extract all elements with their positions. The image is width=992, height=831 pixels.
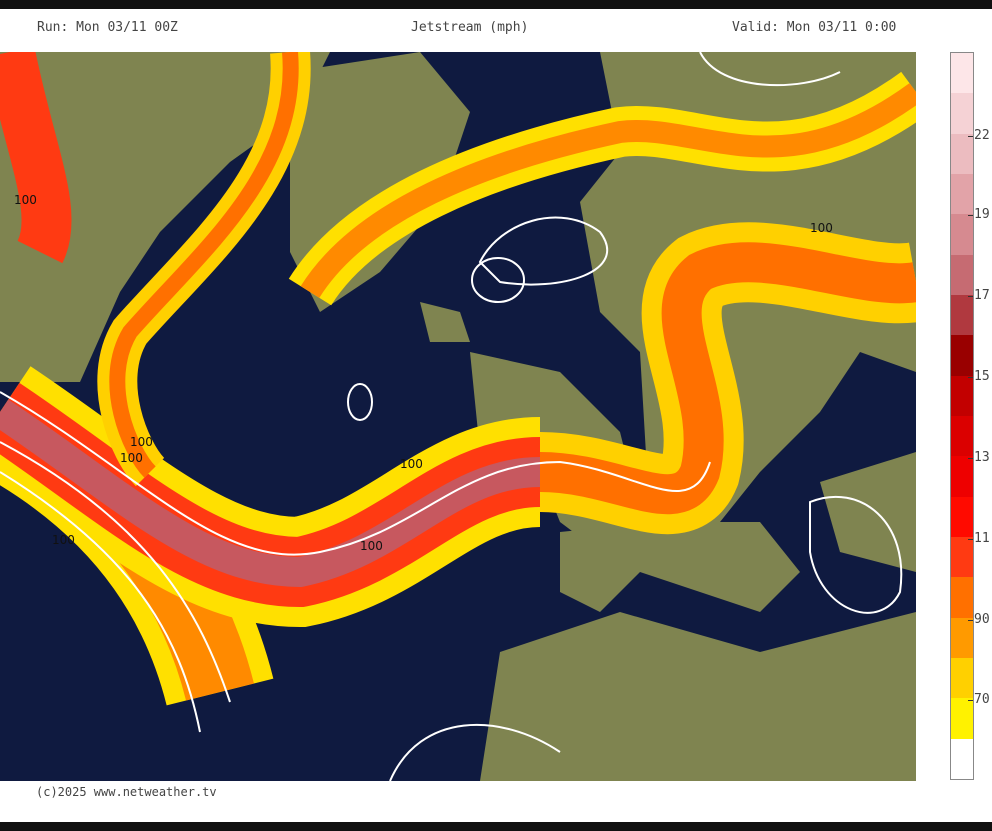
- colorbar-tick: 17: [968, 288, 990, 303]
- top-border: [0, 0, 992, 9]
- contour-label: 100: [810, 221, 833, 235]
- colorbar-band: [951, 173, 973, 215]
- colorbar-band: [951, 335, 973, 376]
- colorbar-band: [951, 536, 973, 578]
- colorbar-tick: 22: [968, 128, 990, 143]
- colorbar: [950, 52, 974, 780]
- contour-label: 100: [120, 451, 143, 465]
- contour-label: 100: [360, 539, 383, 553]
- colorbar-band: [951, 577, 973, 618]
- valid-label: Valid: Mon 03/11 0:00: [732, 20, 897, 35]
- colorbar-tick: 70: [968, 692, 990, 707]
- colorbar-band: [951, 657, 973, 699]
- colorbar-band: [951, 698, 973, 739]
- colorbar-tick: 11: [968, 531, 990, 546]
- colorbar-band: [951, 617, 973, 658]
- copyright: (c)2025 www.netweather.tv: [36, 785, 217, 799]
- contour-label: 100: [52, 533, 75, 547]
- contour-labels: 100 100 100 100 100 100 100: [14, 193, 833, 553]
- colorbar-band: [951, 496, 973, 537]
- colorbar-tick: 15: [968, 369, 990, 384]
- colorbar-band: [951, 214, 973, 255]
- colorbar-band: [951, 456, 973, 497]
- jetstream-bands: [0, 52, 916, 706]
- contour-label: 100: [14, 193, 37, 207]
- colorbar-band: [951, 254, 973, 295]
- colorbar-band: [951, 415, 973, 457]
- run-label: Run: Mon 03/11 00Z: [37, 20, 178, 35]
- colorbar-band: [951, 93, 973, 134]
- colorbar-band: [951, 133, 973, 174]
- colorbar-band: [951, 375, 973, 416]
- contours: [0, 52, 903, 781]
- colorbar-band: [951, 294, 973, 336]
- contour-label: 100: [130, 435, 153, 449]
- colorbar-tick: 13: [968, 450, 990, 465]
- chart-title: Jetstream (mph): [411, 20, 529, 35]
- jetstream-map: 100 100 100 100 100 100 100: [0, 52, 916, 781]
- colorbar-tick: 90: [968, 612, 990, 627]
- contour-label: 100: [400, 457, 423, 471]
- colorbar-band: [951, 738, 973, 779]
- colorbar-tick: 19: [968, 207, 990, 222]
- bottom-border: [0, 822, 992, 831]
- colorbar-band: [951, 53, 973, 94]
